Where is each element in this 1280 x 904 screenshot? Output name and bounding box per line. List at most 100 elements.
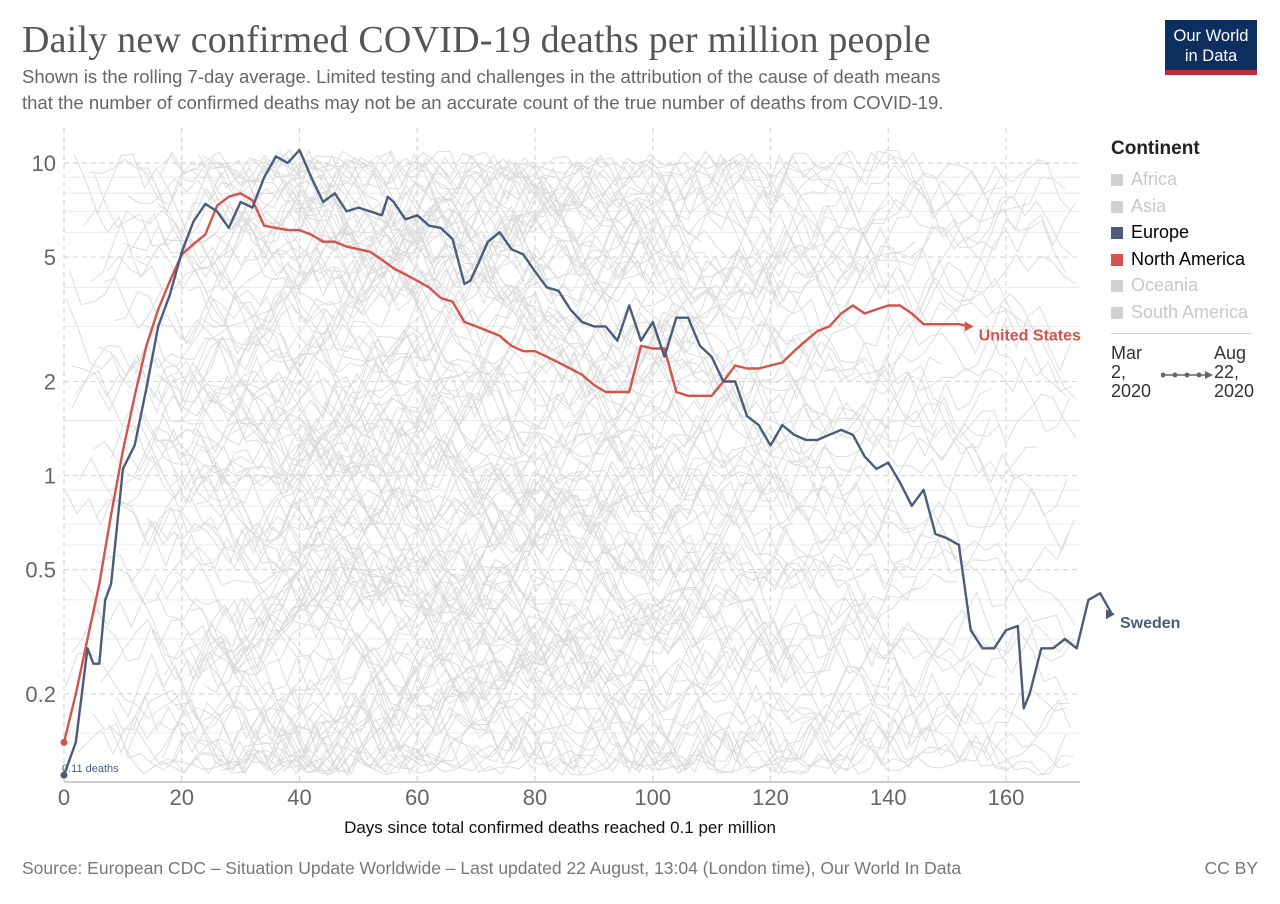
background-country-line [289,160,785,389]
background-country-line [284,610,733,775]
background-country-line [197,315,811,435]
y-tick-label: 2 [44,369,56,394]
timeline-end: Aug 22, 2020 [1214,343,1255,401]
background-country-line [260,602,792,772]
background-country-line [159,154,1067,397]
background-country-line [229,378,867,646]
background-country-line [109,694,1005,776]
license-link[interactable]: CC BY [1204,858,1258,878]
background-country-line [132,632,534,732]
background-country-line [64,490,796,734]
legend-swatch [1111,280,1123,292]
legend-item-europe[interactable]: Europe [1111,219,1271,246]
series-label-sweden: Sweden [1120,615,1180,632]
x-axis-label: Days since total confirmed deaths reache… [344,818,776,837]
background-country-line [174,152,859,346]
series-end-arrow [964,321,974,332]
background-country-line [188,158,1073,345]
legend-item-north-america[interactable]: North America [1111,246,1271,273]
y-tick-label: 0.2 [25,682,56,707]
y-tick-label: 10 [32,151,56,176]
background-country-line [134,196,725,362]
background-country-line [173,227,916,579]
legend-swatch [1111,200,1123,213]
legend-item-south-america[interactable]: South America [1111,299,1271,326]
background-country-line [297,306,1053,476]
x-tick-label: 40 [287,785,311,810]
background-country-line [79,352,1070,589]
background-country-line [142,150,1050,290]
y-tick-label: 0.5 [25,558,56,583]
x-tick-label: 20 [170,785,194,810]
background-country-line [207,157,609,379]
background-country-line [111,708,478,777]
background-country-line [153,533,567,646]
background-country-line [204,573,958,721]
legend-label: Asia [1131,195,1167,216]
background-country-line [223,174,1073,439]
background-country-line [155,590,1075,769]
background-country-line [175,685,742,772]
legend-label: Africa [1131,169,1178,189]
x-tick-label: 120 [752,785,789,810]
background-country-line [66,195,585,404]
source-note: Source: European CDC – Situation Update … [22,858,962,878]
background-country-line [89,158,455,373]
background-country-line [191,231,1076,462]
timeline[interactable]: Mar 2, 2020 Aug 22, 2020 [1111,344,1271,414]
timeline-track[interactable] [1161,370,1213,380]
background-country-line [107,709,922,775]
legend-item-africa[interactable]: Africa [1111,166,1271,193]
background-country-line [156,361,629,524]
series-end-arrow [1105,609,1115,620]
legend-label: Europe [1131,222,1190,242]
legend-swatch [1111,253,1123,266]
legend-divider [1111,333,1251,334]
background-country-line [188,394,896,690]
background-country-line [240,152,1066,273]
background-country-line [146,494,548,625]
legend-label: North America [1131,248,1246,269]
background-country-line [174,207,611,399]
background-country-line [221,579,670,699]
background-country-line [126,689,598,776]
legend-item-asia[interactable]: Asia [1111,193,1271,220]
background-country-line [131,279,993,505]
x-tick-label: 100 [634,785,671,810]
background-country-line [198,373,789,714]
background-country-line [134,157,595,280]
background-country-line [267,480,1069,659]
background-country-line [100,508,655,683]
background-country-line [150,612,705,776]
background-country-line [92,618,565,773]
legend-swatch [1111,174,1123,186]
x-tick-label: 160 [988,785,1025,810]
background-country-line [115,410,706,578]
background-country-line [160,689,1068,776]
chart-subtitle-line-2: that the number of confirmed deaths may … [22,92,944,113]
background-country-line [220,588,975,776]
background-country-line [257,167,636,354]
background-country-line [293,417,907,737]
background-country-line [188,451,873,676]
background-country-line [159,339,832,510]
legend-swatch [1111,306,1123,319]
background-country-line [198,154,671,429]
series-label-united-states: United States [979,327,1081,344]
background-country-line [182,202,702,320]
chart-subtitle-line-1: Shown is the rolling 7-day average. Limi… [22,66,941,87]
background-country-line [248,416,991,669]
owid-logo[interactable]: Our World in Data [1165,20,1257,75]
legend-title: Continent [1111,138,1200,159]
background-country-line [275,333,1077,498]
background-country-line [195,408,1068,701]
background-country-line [72,538,1074,776]
background-country-line [91,150,776,282]
series-line-sweden [62,148,1114,776]
legend-item-oceania[interactable]: Oceania [1111,272,1271,299]
y-tick-label: 1 [44,464,56,489]
background-country-line [98,201,1077,414]
background-country-line [172,633,810,775]
chart-title: Daily new confirmed COVID-19 deaths per … [22,19,931,61]
